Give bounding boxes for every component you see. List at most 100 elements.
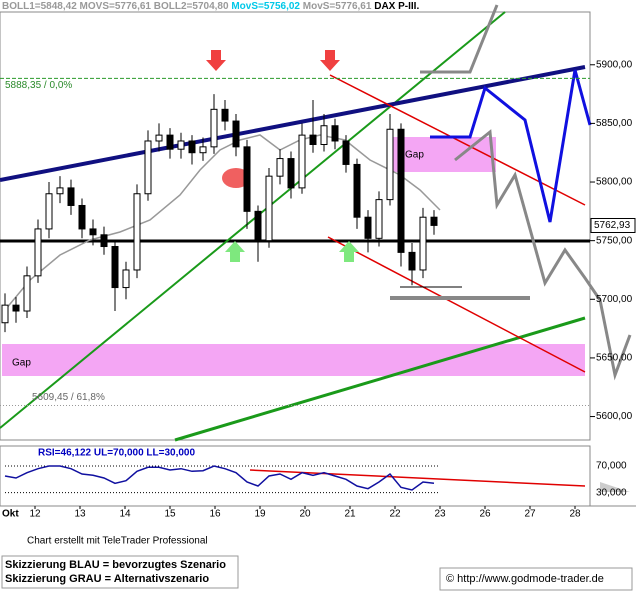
candle-body [375,199,383,239]
rsi-tick-label: 30,000 [596,487,627,498]
candle-body [188,140,196,154]
x-tick-label: 15 [164,509,176,520]
candle-body [298,134,306,189]
candle-body [353,163,361,218]
candle-body [408,251,416,271]
header-item: MOVS=5776,61 [80,1,152,12]
trend-line [0,11,506,429]
candle-body [45,193,53,230]
x-tick-label: 13 [74,509,86,520]
x-tick-label: 21 [344,509,356,520]
rsi-title: RSI=46,122 UL=70,000 LL=30,000 [38,448,195,459]
gap-label: Gap [405,150,424,161]
arrow-up [339,241,359,262]
y-tick-label: 5850,00 [596,118,633,129]
candle-body [34,228,42,277]
scenario-grey [420,4,499,74]
url: © http://www.godmode-trader.de [446,573,604,585]
candle-body [23,275,31,312]
candle-body [243,146,251,212]
month-label: Okt [2,509,19,520]
gap-label: Gap [12,358,31,369]
candle-body [364,216,372,239]
candle-body [166,134,174,150]
header-item: MovS=5756,02 [231,1,300,12]
candle-body [342,140,350,165]
x-tick-label: 22 [389,509,401,520]
candle-body [265,175,273,242]
candle-body [144,140,152,195]
candle-body [309,134,317,146]
candle-body [122,269,130,289]
legend-box [1,555,239,589]
x-tick-label: 19 [254,509,266,520]
candle-body [199,146,207,154]
candle-body [1,304,9,324]
candle-body [386,128,394,201]
x-tick-label: 20 [299,509,311,520]
candle-body [419,216,427,271]
url-box [439,567,633,591]
x-tick-label: 27 [524,509,536,520]
scenario-note: Skizzierung BLAU = bevorzugtes Szenario [5,559,226,571]
header-item: BOLL2=5704,80 [154,1,229,12]
trend-line [327,236,586,373]
x-tick-label: 12 [29,509,41,520]
candle-body [287,158,295,189]
trend-line [174,316,586,442]
arrow-up [225,241,245,262]
y-tick-label: 5900,00 [596,59,633,70]
candle-body [78,204,86,230]
y-tick-label: 5600,00 [596,411,633,422]
y-tick-label: 5800,00 [596,177,633,188]
fib-label: 5609,45 / 61,8% [32,392,105,403]
fib-label: 5888,35 / 0,0% [5,80,72,91]
scenario-note: Skizzierung GRAU = Alternativszenario [5,573,209,585]
candle-body [430,216,438,226]
arrow-down [206,50,226,71]
x-tick-label: 14 [119,509,131,520]
last-price-label: 5762,93 [594,220,631,231]
x-tick-label: 16 [209,509,221,520]
header: BOLL1=5848,42 MOVS=5776,61 BOLL2=5704,80… [2,1,419,12]
header-item: BOLL1=5848,42 [2,1,77,12]
scenario-grey [454,129,632,381]
rsi-trend [249,469,586,487]
highlight [222,168,250,188]
last-price-box [590,217,636,233]
trend-line [0,65,586,182]
header-item: MovS=5776,61 [303,1,372,12]
candle-body [67,187,75,206]
rsi-line [4,465,435,491]
candle-body [221,108,229,122]
candle-body [177,140,185,150]
candle-body [320,125,328,146]
candle-body [254,210,262,242]
arrow-down [320,50,340,71]
candle-body [89,228,97,236]
scroll-icon [600,482,630,492]
y-tick-label: 5650,00 [596,353,633,364]
rsi-tick-label: 70,000 [596,461,627,472]
candle-body [232,120,240,148]
candle-body [331,125,339,142]
candle-body [210,108,218,148]
candle-body [155,134,163,142]
x-tick-label: 23 [434,509,446,520]
header-item: DAX P-III. [374,1,419,12]
credit: Chart erstellt mit TeleTrader Profession… [27,536,208,547]
x-tick-label: 28 [569,509,581,520]
candle-body [276,158,284,177]
moving-average [4,134,441,311]
price-panel [0,11,591,441]
scenario-blue [430,69,592,223]
y-tick-label: 5700,00 [596,294,633,305]
candle-body [111,246,119,289]
y-tick-label: 5750,00 [596,235,633,246]
candle-body [56,187,64,195]
candle-body [100,234,108,248]
gap-box [2,344,585,376]
annotations: Gap Gap [0,4,632,492]
candle-body [397,128,405,253]
